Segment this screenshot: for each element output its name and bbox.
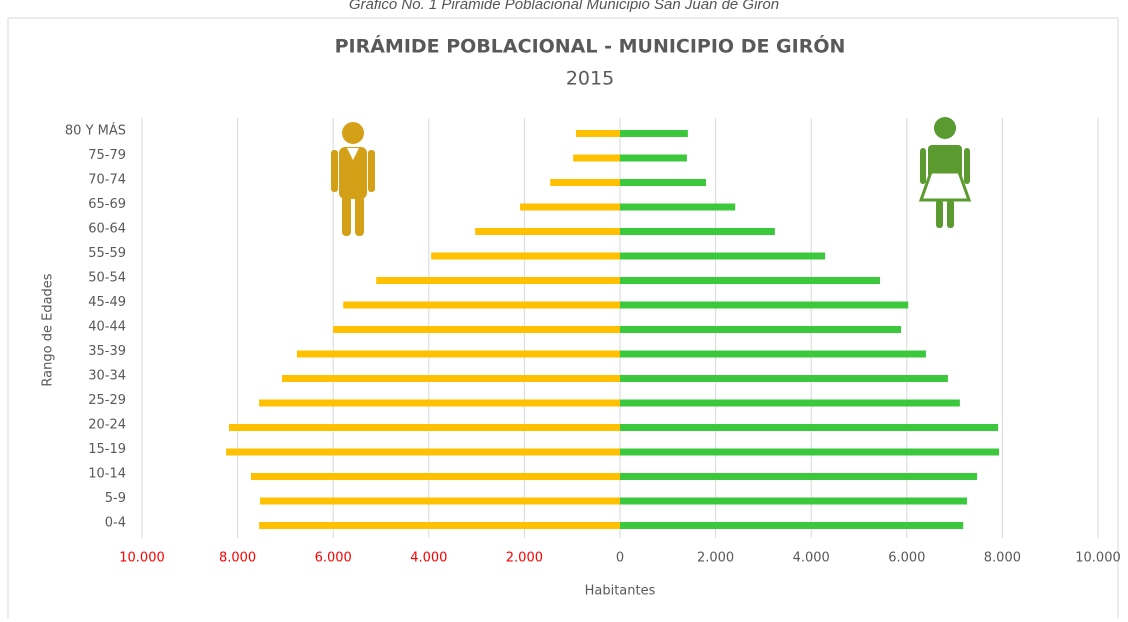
bar: [576, 130, 620, 137]
y-tick-label: 15-19: [88, 442, 126, 457]
bar: [260, 497, 620, 505]
bar: [620, 179, 707, 186]
y-tick-label: 35-39: [88, 344, 126, 359]
y-tick-label: 25-29: [88, 393, 126, 408]
x-tick-label: 0: [616, 551, 624, 566]
bar: [620, 375, 948, 382]
bar: [250, 473, 620, 480]
male-icon: [331, 122, 375, 236]
bar: [620, 326, 902, 333]
bar: [620, 130, 688, 137]
bar: [520, 203, 620, 211]
caption: Gráfico No. 1 Pirámide Poblacional Munic…: [349, 0, 779, 13]
y-axis-label: Rango de Edades: [41, 273, 56, 386]
bar: [475, 228, 620, 235]
chart-frame: [7, 17, 1119, 622]
y-tick-label: 70-74: [88, 173, 126, 188]
bar: [431, 252, 620, 260]
bar: [333, 326, 620, 333]
y-tick-label: 45-49: [88, 295, 126, 310]
x-tick-label: 10.000: [1075, 551, 1121, 566]
bar: [620, 203, 736, 211]
bar: [282, 375, 620, 382]
bar: [620, 350, 926, 358]
chart-subtitle: 2015: [566, 68, 614, 90]
bar: [343, 301, 620, 309]
x-tick-label: 4.000: [793, 551, 830, 566]
y-tick-label: 40-44: [88, 320, 126, 335]
bar: [259, 522, 620, 529]
bar: [620, 277, 881, 284]
x-tick-label: 10.000: [119, 551, 165, 566]
bar: [620, 301, 909, 309]
y-tick-label: 20-24: [88, 418, 126, 433]
y-tick-label: 5-9: [105, 491, 126, 506]
bar: [620, 522, 964, 529]
y-tick-label: 0-4: [105, 516, 126, 531]
y-tick-label: 30-34: [88, 369, 126, 384]
female-icon: [918, 117, 972, 228]
x-tick-label: 8.000: [984, 551, 1021, 566]
bar: [620, 399, 960, 407]
bar: [620, 228, 775, 235]
x-tick-label: 2.000: [697, 551, 734, 566]
bar: [620, 252, 826, 260]
x-axis-label: Habitantes: [585, 584, 656, 599]
bar: [259, 399, 620, 407]
y-tick-label: 75-79: [88, 148, 126, 163]
x-tick-label: 8.000: [219, 551, 256, 566]
bar: [228, 424, 620, 431]
bar: [376, 277, 620, 284]
x-tick-label: 2.000: [506, 551, 543, 566]
bar: [620, 473, 978, 480]
bar: [550, 179, 620, 186]
bar: [620, 154, 687, 162]
y-tick-label: 80 Y MÁS: [65, 123, 126, 139]
bar: [620, 424, 999, 431]
y-tick-label: 50-54: [88, 271, 126, 286]
chart-title: PIRÁMIDE POBLACIONAL - MUNICIPIO DE GIRÓ…: [335, 34, 846, 58]
bar: [296, 350, 620, 358]
y-tick-label: 65-69: [88, 197, 126, 212]
y-tick-label: 60-64: [88, 222, 126, 237]
bar: [620, 448, 1000, 456]
bar: [620, 497, 968, 505]
x-tick-label: 4.000: [410, 551, 447, 566]
y-tick-label: 55-59: [88, 246, 126, 261]
x-tick-label: 6.000: [315, 551, 352, 566]
bar: [573, 154, 620, 162]
y-tick-label: 10-14: [88, 467, 126, 482]
bar: [226, 448, 621, 456]
x-tick-label: 6.000: [888, 551, 925, 566]
